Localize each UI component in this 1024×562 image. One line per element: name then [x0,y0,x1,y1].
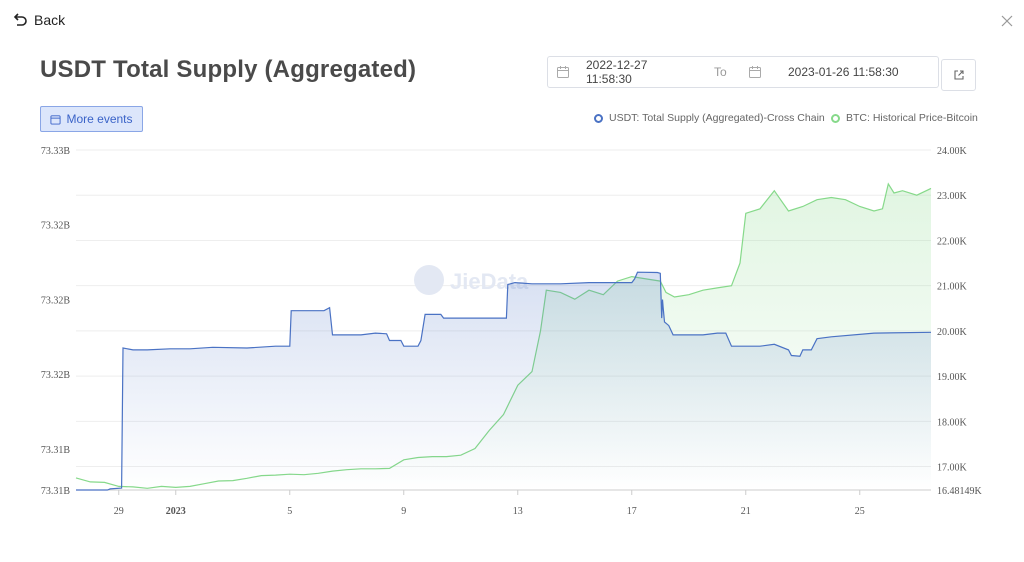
end-date-input[interactable]: 2023-01-26 11:58:30 [788,65,899,79]
left-axis-tick-label: 73.32B [41,295,71,306]
x-axis-tick-label: 5 [287,506,292,517]
back-label: Back [34,12,66,28]
page-title: USDT Total Supply (Aggregated) [40,56,417,83]
x-axis-tick-label: 2023 [166,506,186,517]
share-button[interactable] [941,59,976,91]
right-axis-tick-label: 22.00K [937,236,968,247]
right-axis-tick-label: 16.48149K [937,486,983,497]
left-axis-tick-label: 73.33B [41,146,71,157]
x-axis-tick-label: 21 [741,506,751,517]
calendar-icon [749,66,761,78]
left-axis-tick-label: 73.32B [41,370,71,381]
right-axis-tick-label: 20.00K [937,327,968,338]
right-axis-tick-label: 21.00K [937,282,968,293]
left-axis-tick-label: 73.31B [41,486,71,497]
back-arrow-icon [13,13,27,26]
right-axis-tick-label: 23.00K [937,191,968,202]
left-axis-tick-label: 73.32B [41,221,71,232]
calendar-icon [50,114,62,125]
x-axis-tick-label: 25 [855,506,865,517]
right-axis-tick-label: 18.00K [937,417,968,428]
external-link-icon [953,70,964,80]
calendar-icon [557,66,569,78]
back-button[interactable]: Back [12,12,65,28]
x-axis-tick-label: 17 [627,506,637,517]
x-axis-tick-label: 29 [114,506,124,517]
date-range-picker[interactable]: 2022-12-27 11:58:30 To 2023-01-26 11:58:… [547,56,939,88]
x-axis-tick-label: 9 [401,506,406,517]
left-axis-tick-label: 73.31B [41,445,71,456]
legend-marker-usdt [594,113,603,123]
series-line-usdt [76,271,932,491]
x-axis-tick-label: 13 [513,506,523,517]
series-area-usdt [76,272,931,490]
right-axis-tick-label: 24.00K [937,146,968,157]
close-icon[interactable] [1000,14,1014,28]
more-events-button[interactable]: More events [40,106,143,132]
legend-item-usdt[interactable]: USDT: Total Supply (Aggregated)-Cross Ch… [594,112,825,124]
legend-marker-btc [831,113,840,123]
legend-label-usdt: USDT: Total Supply (Aggregated)-Cross Ch… [609,112,825,124]
right-axis-tick-label: 19.00K [937,372,968,383]
right-axis-tick-label: 17.00K [937,463,968,474]
watermark-logo-icon [414,265,444,295]
date-separator: To [714,65,727,79]
start-date-input[interactable]: 2022-12-27 11:58:30 [586,58,648,86]
legend-item-btc[interactable]: BTC: Historical Price-Bitcoin [831,112,978,124]
more-events-label: More events [66,112,133,126]
legend-label-btc: BTC: Historical Price-Bitcoin [846,112,978,124]
